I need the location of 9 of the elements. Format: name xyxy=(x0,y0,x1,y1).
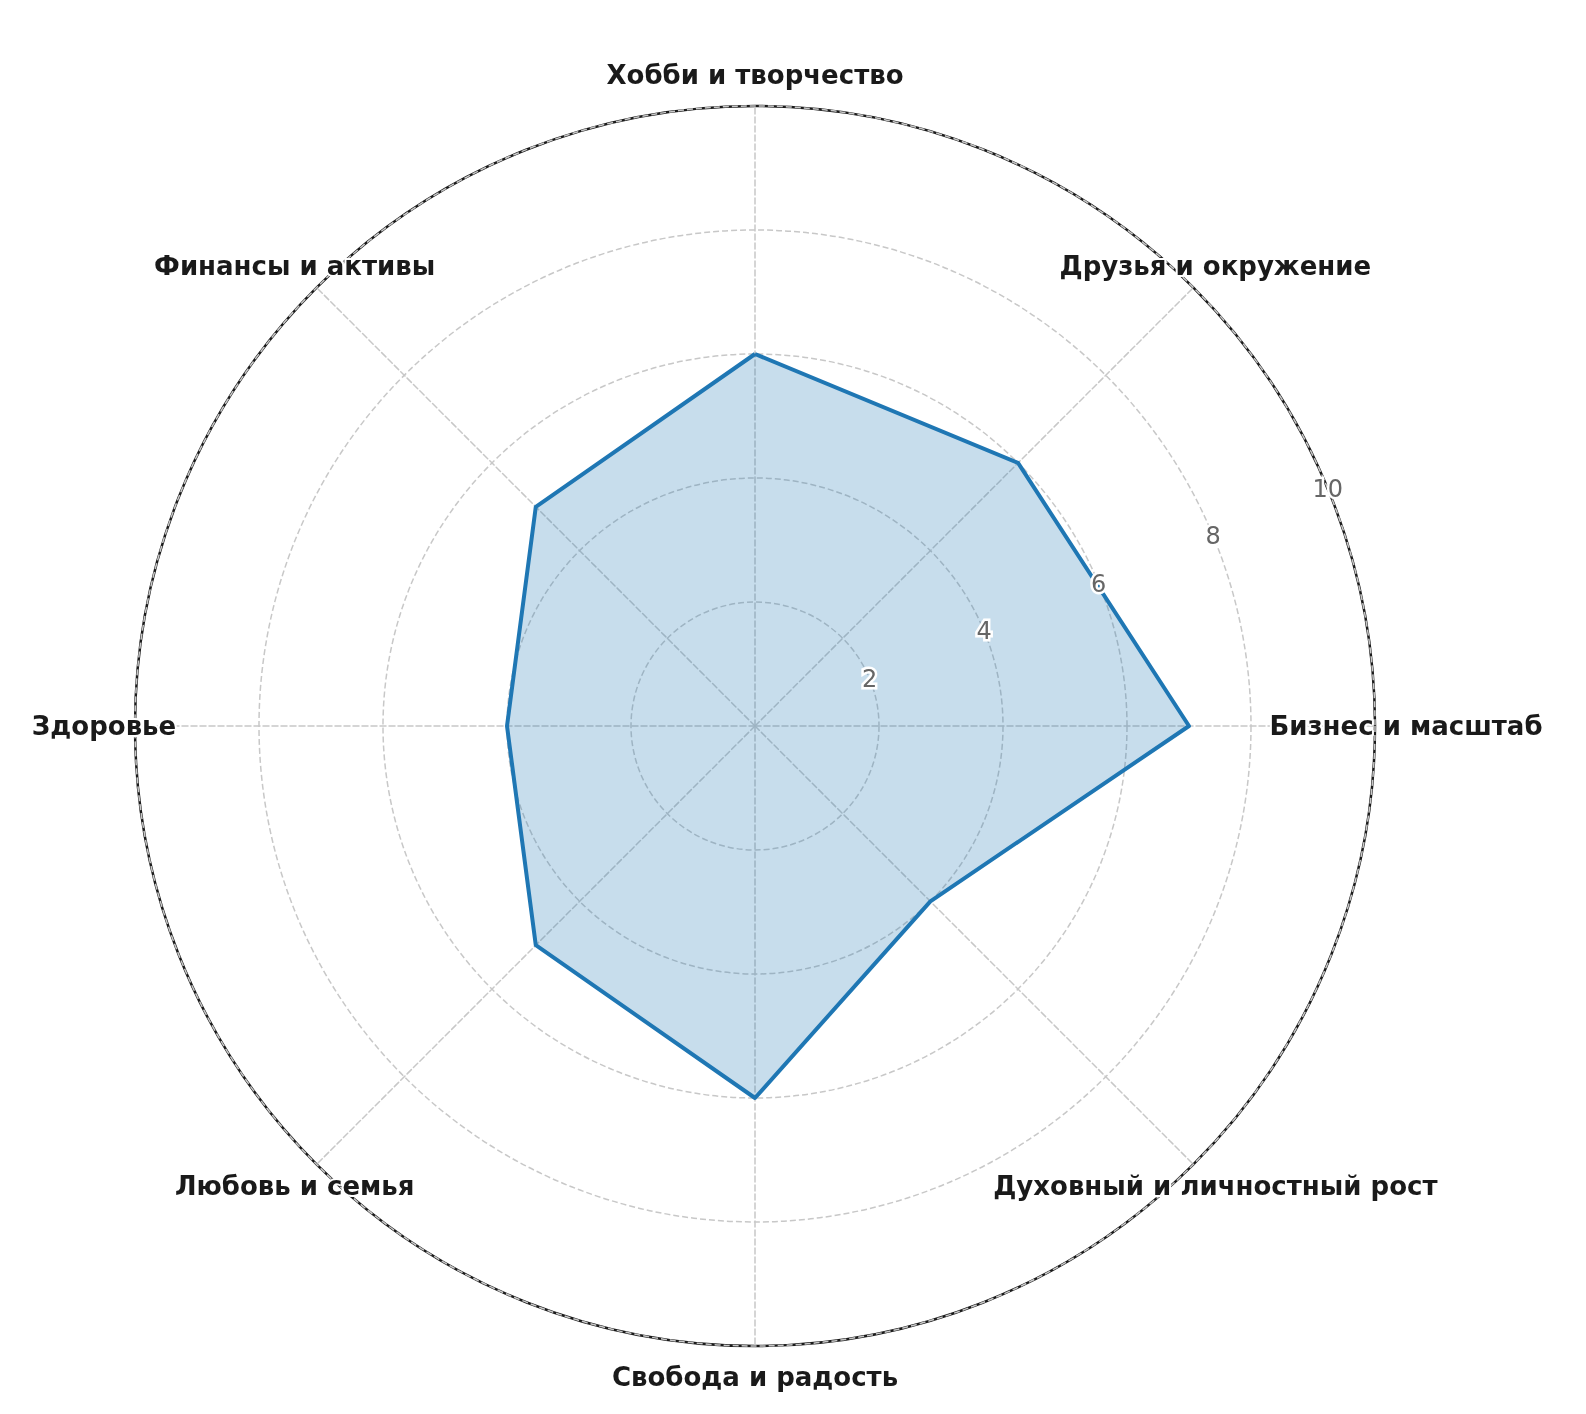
spoke-label: Хобби и творчество xyxy=(606,60,904,90)
y-tick-label: 4 xyxy=(976,617,992,646)
spoke-label: Друзья и окружение xyxy=(1059,250,1372,281)
spoke-label: Здоровье xyxy=(31,711,177,741)
spoke-label: Финансы и активы xyxy=(154,250,436,281)
spoke-label: Бизнес и масштаб xyxy=(1269,711,1543,741)
spoke-label: Свобода и радость xyxy=(611,1362,899,1392)
y-tick-label: 2 xyxy=(861,664,878,693)
y-tick-label: 8 xyxy=(1205,522,1221,551)
